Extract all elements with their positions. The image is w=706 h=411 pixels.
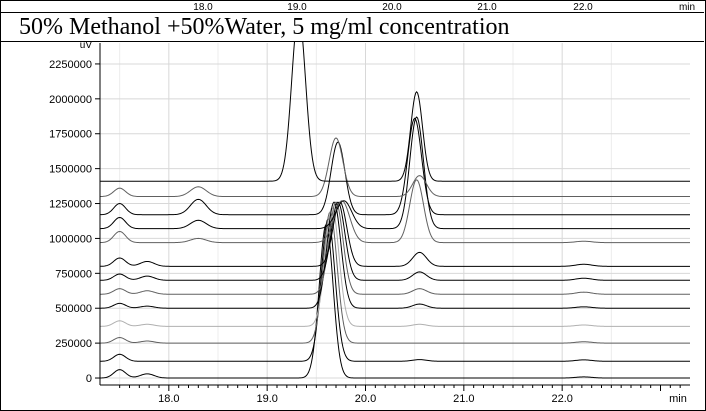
chart-title: 50% Methanol +50%Water, 5 mg/ml concentr… — [19, 14, 510, 40]
top-tick-label: 18.0 — [193, 2, 213, 12]
series-line — [100, 179, 690, 244]
x-axis-label: min — [669, 393, 687, 405]
series-line — [100, 201, 690, 267]
x-tick-label: 19.0 — [256, 393, 277, 405]
series-line — [100, 201, 690, 309]
y-tick-label: 0 — [86, 373, 92, 385]
x-tick-label: 21.0 — [453, 393, 474, 405]
top-tick-label: 19.0 — [287, 2, 307, 12]
y-tick-label: 1000000 — [49, 233, 92, 245]
y-tick-label: 1500000 — [49, 164, 92, 176]
top-unit-label: min — [679, 2, 695, 12]
series-line — [100, 223, 690, 379]
axes: 0 250000 500000 750000 1000000 1250000 1500000… — [49, 40, 690, 405]
y-tick-label: 250000 — [55, 338, 92, 350]
series-line — [100, 137, 690, 198]
y-tick-label: 1250000 — [49, 199, 92, 211]
series-line — [100, 116, 690, 230]
series-line — [100, 211, 690, 344]
y-axis-label: uV — [80, 40, 93, 51]
x-tick-label: 22.0 — [551, 393, 572, 405]
series-group — [100, 42, 690, 379]
y-tick-label: 2000000 — [49, 94, 92, 106]
series-line — [100, 42, 690, 182]
y-tick-label: 750000 — [55, 268, 92, 280]
top-axis-strip: 18.0 19.0 20.0 21.0 22.0 min — [193, 2, 695, 12]
x-tick-label: 18.0 — [158, 393, 179, 405]
title-bar: 50% Methanol +50%Water, 5 mg/ml concentr… — [1, 12, 704, 42]
top-tick-label: 21.0 — [477, 2, 497, 12]
grid — [100, 43, 690, 385]
y-tick-label: 2250000 — [49, 59, 92, 71]
y-tick-label: 1750000 — [49, 129, 92, 141]
series-line — [100, 206, 690, 327]
top-tick-label: 22.0 — [573, 2, 593, 12]
series-line — [100, 117, 690, 216]
series-line — [100, 218, 690, 362]
y-tick-label: 500000 — [55, 303, 92, 315]
top-tick-label: 20.0 — [382, 2, 402, 12]
x-tick-label: 20.0 — [355, 393, 376, 405]
series-line — [100, 201, 690, 281]
series-line — [100, 201, 690, 295]
